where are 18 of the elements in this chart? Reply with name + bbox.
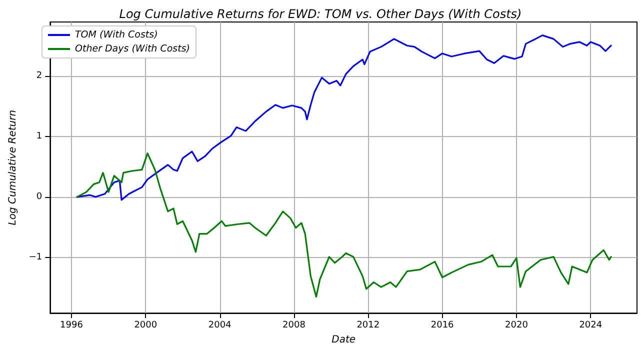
y-axis-title: Log Cumulative Return	[8, 110, 18, 226]
y-tick-label: −1	[28, 252, 42, 262]
x-tick-label: 2012	[356, 320, 380, 331]
y-tick-label: 1	[36, 131, 42, 142]
legend-label: TOM (With Costs)	[75, 30, 158, 40]
x-tick-label: 2016	[430, 320, 454, 331]
x-tick-label: 2000	[134, 320, 158, 331]
x-tick-label: 2024	[579, 320, 602, 331]
legend-label: Other Days (With Costs)	[75, 44, 190, 54]
x-tick-label: 1996	[60, 320, 84, 331]
y-tick-label: 0	[36, 192, 42, 202]
y-tick-label: 2	[36, 70, 42, 81]
x-tick-label: 2020	[505, 320, 528, 331]
line-series	[76, 152, 612, 298]
x-tick-label: 2008	[282, 320, 306, 331]
x-axis-title: Date	[332, 334, 356, 346]
chart-title: Log Cumulative Returns for EWD: TOM vs. Other Days (With Costs)	[119, 7, 522, 21]
x-tick-label: 2004	[208, 320, 232, 331]
